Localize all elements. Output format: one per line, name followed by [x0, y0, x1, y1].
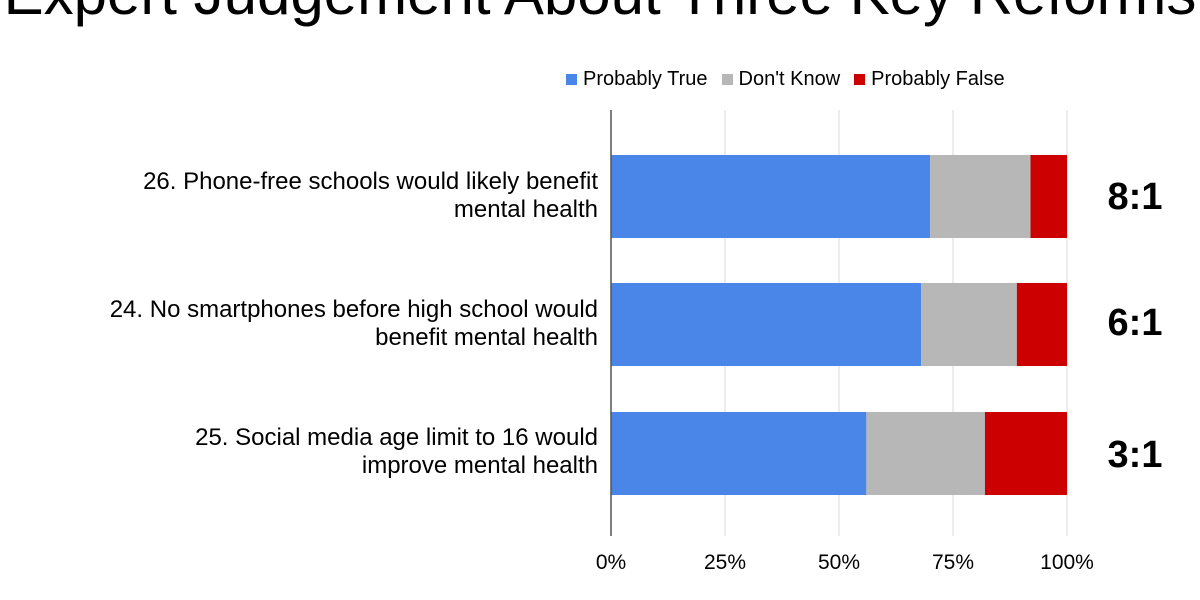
- legend-swatch-dont-know: [721, 73, 733, 85]
- bar-segment-probably-false: [1016, 283, 1067, 366]
- bar-segment-probably-false: [1030, 155, 1067, 238]
- ratio-label-phone-free-schools: 8:1: [1107, 176, 1163, 218]
- legend-item-probably-false: Probably False: [854, 67, 1005, 91]
- bar-segment-dont-know: [921, 283, 1017, 366]
- x-tick-label: 100%: [1040, 551, 1094, 574]
- x-tick-label: 50%: [818, 551, 860, 574]
- category-label-line: 24. No smartphones before high school wo…: [109, 296, 598, 323]
- legend-label-probably-true: Probably True: [583, 67, 708, 90]
- bar-segment-dont-know: [930, 155, 1031, 238]
- chart-title: Expert Judgement About Three Key Reforms: [0, 0, 1200, 26]
- bar-segment-probably-false: [984, 412, 1067, 495]
- category-label-line: mental health: [453, 196, 598, 223]
- x-tick-label: 0%: [596, 551, 626, 574]
- x-tick-label: 75%: [932, 551, 974, 574]
- legend-swatch-probably-true: [566, 73, 577, 85]
- category-label-phone-free-schools: 26. Phone-free schools would likely bene…: [8, 168, 598, 224]
- legend-item-dont-know: Don't Know: [721, 67, 841, 91]
- bar-segment-probably-true: [611, 283, 922, 366]
- x-tick-label: 25%: [704, 551, 746, 574]
- category-label-line: 26. Phone-free schools would likely bene…: [143, 168, 598, 195]
- category-label-line: improve mental health: [361, 452, 598, 479]
- legend: Probably True Don't Know Probably False: [566, 68, 1019, 90]
- category-label-line: benefit mental health: [375, 324, 598, 351]
- bar-segment-probably-true: [611, 155, 931, 238]
- category-label-social-media-age-limit: 25. Social media age limit to 16 would i…: [8, 424, 598, 480]
- legend-item-probably-true: Probably True: [566, 68, 708, 91]
- bar-segment-probably-true: [611, 412, 867, 495]
- ratio-label-social-media-age-limit: 3:1: [1107, 434, 1163, 476]
- legend-label-probably-false: Probably False: [871, 67, 1005, 90]
- legend-label-dont-know: Don't Know: [738, 67, 841, 90]
- legend-swatch-probably-false: [854, 73, 866, 85]
- category-label-no-smartphones: 24. No smartphones before high school wo…: [8, 296, 598, 352]
- ratio-label-no-smartphones: 6:1: [1107, 302, 1163, 344]
- category-label-line: 25. Social media age limit to 16 would: [195, 424, 598, 451]
- bar-segment-dont-know: [866, 412, 985, 495]
